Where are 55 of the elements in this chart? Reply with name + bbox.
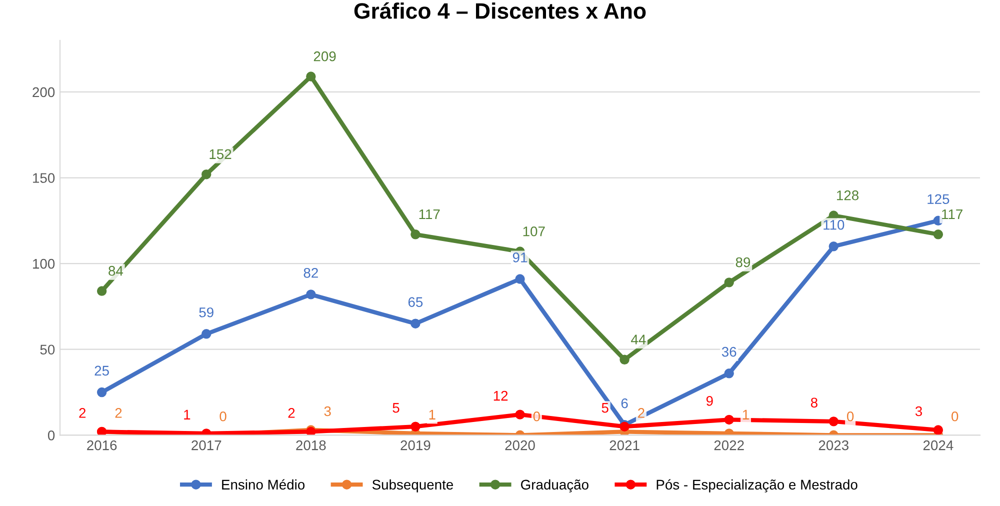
x-tick-label: 2021: [610, 440, 640, 450]
chart-title: Gráfico 4 – Discentes x Ano: [354, 2, 646, 19]
data-label: 25: [94, 366, 109, 376]
data-label: 125: [928, 194, 950, 204]
data-label: 9: [706, 396, 713, 406]
data-label: 3: [324, 406, 331, 416]
data-label: 1: [429, 410, 436, 420]
data-label: 2: [288, 408, 295, 418]
x-tick-label: 2022: [714, 440, 744, 450]
data-label: 44: [631, 334, 646, 344]
data-label: 5: [602, 403, 608, 413]
data-label: 91: [512, 252, 528, 262]
data-label: 2: [115, 408, 122, 418]
data-label: 0: [846, 411, 854, 422]
data-label: 84: [108, 266, 124, 276]
legend-label: Pós - Especialização e Mestrado: [656, 479, 858, 492]
legend-label: Ensino Médio: [222, 479, 305, 490]
y-tick-label: 0: [48, 430, 55, 440]
x-tick-label: 2020: [505, 440, 535, 450]
y-tick-label: 200: [32, 87, 55, 98]
data-label: 36: [722, 346, 736, 357]
x-tick-label: 2016: [87, 440, 117, 450]
data-label: 107: [523, 226, 545, 236]
x-tick-label: 2023: [818, 440, 848, 450]
data-label: 89: [736, 257, 750, 268]
x-tick-label: 2017: [192, 440, 222, 450]
data-label: 3: [915, 406, 922, 416]
data-label: 110: [824, 220, 844, 230]
data-label: 0: [952, 411, 958, 422]
y-tick-label: 100: [33, 258, 55, 269]
data-label: 1: [742, 410, 749, 420]
x-tick-label: 2019: [400, 440, 430, 450]
data-label: 0: [533, 411, 540, 422]
data-label: 209: [314, 51, 336, 62]
data-label: 82: [304, 268, 318, 278]
data-label: 59: [199, 307, 214, 318]
data-label: 117: [419, 209, 440, 220]
x-tick-label: 2024: [923, 440, 954, 450]
data-label: 1: [184, 410, 190, 420]
data-label: 117: [942, 209, 962, 220]
data-label: 0: [220, 411, 226, 422]
data-label: 152: [210, 149, 232, 160]
data-label: 5: [392, 403, 400, 413]
data-label: 2: [638, 408, 644, 418]
legend-label: Subsequente: [372, 479, 454, 492]
data-label: 128: [837, 190, 859, 200]
y-tick-label: 150: [33, 173, 55, 183]
data-label: 6: [621, 398, 628, 408]
data-label: 65: [408, 297, 423, 307]
legend-label: Graduação: [521, 479, 588, 492]
data-label: 2: [79, 408, 86, 418]
x-tick-label: 2018: [296, 440, 326, 450]
y-tick-label: 50: [40, 344, 55, 355]
data-label: 12: [494, 390, 508, 401]
data-label: 8: [810, 398, 818, 408]
